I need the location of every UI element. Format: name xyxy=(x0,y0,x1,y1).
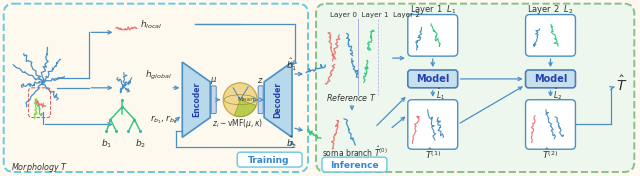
Text: $z$: $z$ xyxy=(257,76,264,85)
Polygon shape xyxy=(182,62,210,137)
Text: Mean: Mean xyxy=(237,97,255,102)
Text: Layer 1  $L_1$: Layer 1 $L_1$ xyxy=(410,3,456,16)
Text: $\mu$: $\mu$ xyxy=(210,75,217,86)
FancyBboxPatch shape xyxy=(258,86,263,114)
Text: $\hat{b}_2$: $\hat{b}_2$ xyxy=(287,135,298,151)
Circle shape xyxy=(223,83,257,117)
FancyBboxPatch shape xyxy=(408,70,458,88)
Text: $z_i \sim \mathrm{vMF}(\mu, \kappa)$: $z_i \sim \mathrm{vMF}(\mu, \kappa)$ xyxy=(212,117,263,130)
Text: $\hat{T}^{(1)}$: $\hat{T}^{(1)}$ xyxy=(425,147,441,162)
Text: Layer 0  Layer 1  Layer 2: Layer 0 Layer 1 Layer 2 xyxy=(330,12,420,18)
Text: $\hat{b}_1$: $\hat{b}_1$ xyxy=(287,57,298,73)
FancyBboxPatch shape xyxy=(408,100,458,149)
FancyBboxPatch shape xyxy=(525,70,575,88)
Text: $h_{global}$: $h_{global}$ xyxy=(145,69,172,83)
FancyBboxPatch shape xyxy=(322,157,387,172)
Text: $r_{b_1}, r_{b_2}$: $r_{b_1}, r_{b_2}$ xyxy=(150,113,178,126)
Text: $b_2$: $b_2$ xyxy=(135,137,146,150)
FancyBboxPatch shape xyxy=(316,4,634,172)
Wedge shape xyxy=(234,100,256,117)
Text: $\hat{L}_1$: $\hat{L}_1$ xyxy=(436,86,445,102)
FancyBboxPatch shape xyxy=(408,15,458,56)
Text: $b_1$: $b_1$ xyxy=(101,137,112,150)
Text: Model: Model xyxy=(534,74,567,84)
FancyBboxPatch shape xyxy=(4,4,308,172)
Text: $\hat{L}_2$: $\hat{L}_2$ xyxy=(554,86,563,102)
Text: $\hat{T}$: $\hat{T}$ xyxy=(616,75,627,95)
Text: soma branch $\hat{T}^{(0)}$: soma branch $\hat{T}^{(0)}$ xyxy=(322,145,388,159)
Text: Layer 2  $L_2$: Layer 2 $L_2$ xyxy=(527,3,573,16)
FancyBboxPatch shape xyxy=(525,15,575,56)
Text: Reference $T$: Reference $T$ xyxy=(326,92,377,103)
Text: Encoder: Encoder xyxy=(192,82,201,117)
Text: Inference: Inference xyxy=(331,161,380,169)
Text: Training: Training xyxy=(248,156,290,165)
Text: $\hat{T}^{(2)}$: $\hat{T}^{(2)}$ xyxy=(543,147,559,162)
Text: $h_{local}$: $h_{local}$ xyxy=(140,18,163,31)
Polygon shape xyxy=(264,62,292,137)
Text: Decoder: Decoder xyxy=(273,82,283,118)
FancyBboxPatch shape xyxy=(211,86,216,114)
Text: Model: Model xyxy=(416,74,449,84)
FancyBboxPatch shape xyxy=(237,152,302,167)
FancyBboxPatch shape xyxy=(525,100,575,149)
Text: Morphology $T$: Morphology $T$ xyxy=(11,161,68,174)
